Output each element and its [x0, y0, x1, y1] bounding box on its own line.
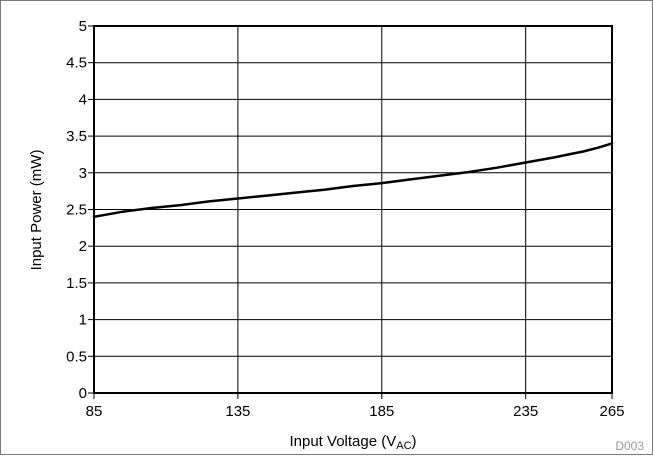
y-tick-label: 2 — [79, 238, 87, 255]
y-tick-label: 3 — [79, 165, 87, 182]
x-tick-label: 265 — [599, 403, 624, 420]
y-tick-label: 4.5 — [66, 55, 87, 72]
y-tick-label: 0.5 — [66, 348, 87, 365]
x-tick-labels: 85 135 185 235 265 — [86, 403, 625, 420]
series-layer — [92, 142, 614, 219]
series-line — [92, 142, 614, 219]
x-axis-title-main: Input Voltage (V — [289, 433, 396, 450]
x-axis-title-tail: ) — [412, 433, 417, 450]
y-tick-label: 5 — [79, 18, 87, 35]
y-tick-label: 1 — [79, 312, 87, 329]
x-tick-label: 85 — [86, 403, 103, 420]
y-tick-label: 0 — [79, 385, 87, 402]
x-tick-label: 185 — [369, 403, 394, 420]
x-tick-label: 135 — [225, 403, 250, 420]
y-tick-label: 3.5 — [66, 128, 87, 145]
figure-code: D003 — [615, 439, 644, 453]
y-tick-labels: 0 0.5 1 1.5 2 2.5 3 3.5 4 4.5 5 — [66, 18, 87, 402]
grid-lines — [88, 25, 613, 399]
x-tick-label: 235 — [513, 403, 538, 420]
x-axis-title: Input Voltage (VAC) — [289, 433, 416, 452]
y-tick-label: 4 — [79, 91, 87, 108]
y-tick-label: 2.5 — [66, 202, 87, 219]
y-axis-title: Input Power (mW) — [28, 150, 45, 271]
plot-border — [93, 25, 613, 394]
y-tick-label: 1.5 — [66, 275, 87, 292]
x-axis-title-subscript: AC — [396, 440, 411, 452]
